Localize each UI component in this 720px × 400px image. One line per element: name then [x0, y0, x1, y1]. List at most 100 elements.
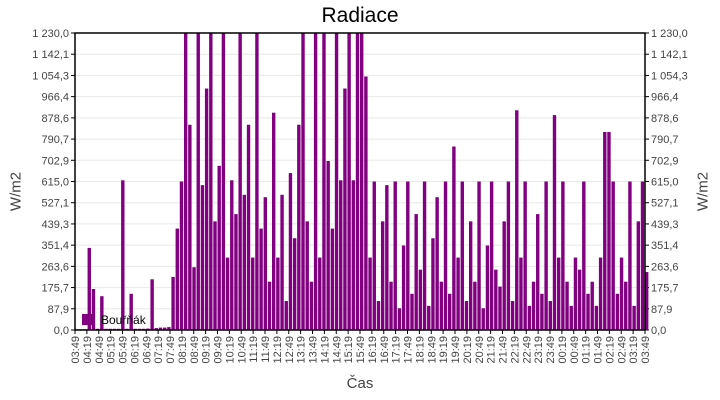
data-bar: [590, 281, 594, 330]
data-bar: [238, 33, 242, 330]
x-tick-label: 18:19: [414, 336, 426, 364]
data-bar: [209, 33, 213, 330]
data-bar: [276, 257, 280, 330]
data-bar: [582, 181, 586, 330]
y-tick-label-left: 263,6: [41, 261, 69, 273]
data-bar: [355, 33, 360, 330]
data-bar: [502, 221, 506, 330]
data-bar: [305, 221, 309, 330]
y-tick-label-left: 351,4: [41, 240, 69, 252]
data-bar: [397, 308, 402, 330]
data-bar: [121, 180, 125, 330]
data-bar: [531, 281, 536, 330]
data-bar: [225, 257, 230, 330]
data-bar: [343, 88, 347, 330]
data-bar: [410, 293, 414, 330]
x-tick-label: 16:49: [379, 336, 391, 364]
data-bar: [360, 33, 364, 330]
data-bar: [494, 269, 498, 330]
data-bar: [376, 301, 381, 330]
x-tick-label: 09:19: [201, 336, 213, 364]
data-bar: [645, 272, 649, 330]
x-tick-label: 06:49: [141, 336, 153, 364]
y-tick-label-left: 527,1: [41, 198, 69, 210]
y-tick-label-left: 1 142,1: [32, 49, 69, 61]
y-tick-label-left: 0,0: [54, 325, 69, 337]
y-tick-label-left: 966,4: [41, 92, 69, 104]
data-bar: [573, 257, 578, 330]
data-bar: [288, 173, 293, 330]
x-tick-label: 21:19: [486, 336, 498, 364]
data-bar: [271, 112, 276, 331]
data-bar: [540, 293, 544, 330]
data-bar: [607, 132, 611, 330]
data-bar: [267, 281, 272, 330]
data-bar: [91, 288, 96, 330]
data-bar: [158, 327, 163, 330]
chart-title: Radiace: [321, 4, 399, 27]
data-bar: [204, 88, 209, 330]
x-tick-label: 08:49: [189, 336, 201, 364]
data-bar: [452, 146, 456, 330]
x-tick-label: 07:19: [153, 336, 165, 364]
y-tick-label-left: 1 230,0: [32, 28, 69, 40]
data-bar: [221, 33, 226, 330]
data-bar: [389, 281, 393, 330]
data-bar: [259, 228, 263, 330]
data-bar: [598, 257, 603, 330]
x-tick-label: 00:19: [557, 336, 569, 364]
data-bar: [548, 301, 552, 330]
x-tick-label: 12:49: [284, 336, 296, 364]
y-tick-label-right: 439,3: [651, 219, 679, 231]
data-bar: [87, 247, 91, 330]
data-bar: [624, 281, 628, 330]
y-tick-label-right: 878,6: [651, 113, 679, 125]
data-bar: [640, 181, 645, 330]
y-tick-label-right: 0,0: [651, 325, 666, 337]
data-bar: [523, 181, 527, 330]
x-tick-label: 03:49: [70, 336, 82, 364]
data-bar: [477, 181, 481, 330]
x-tick-label: 12:19: [272, 336, 284, 364]
x-tick-label: 08:19: [177, 336, 189, 364]
data-bar: [401, 245, 406, 330]
x-tick-label: 18:49: [426, 336, 438, 364]
y-tick-label-left: 439,3: [41, 219, 69, 231]
data-bar: [351, 180, 356, 330]
data-bar: [309, 281, 314, 330]
data-bar: [443, 181, 448, 330]
x-tick-label: 06:19: [129, 336, 141, 364]
x-tick-label: 00:49: [569, 336, 581, 364]
data-bar: [427, 305, 431, 330]
data-bar: [292, 238, 297, 330]
data-bar: [460, 181, 464, 330]
x-tick-label: 05:49: [118, 336, 130, 364]
data-bar: [150, 279, 154, 330]
data-bar: [183, 33, 188, 330]
data-bar: [255, 33, 259, 330]
data-bar: [611, 181, 615, 330]
data-bar: [448, 293, 452, 330]
data-bar: [230, 180, 234, 330]
y-tick-label-left: 1 054,3: [32, 70, 69, 82]
data-bar: [347, 33, 351, 330]
data-bar: [586, 293, 590, 330]
data-bar: [498, 286, 502, 330]
x-tick-label: 02:49: [616, 336, 628, 364]
data-bar: [167, 327, 171, 330]
y-tick-label-left: 615,0: [41, 177, 69, 189]
y-tick-label-right: 1 054,3: [651, 70, 688, 82]
data-bar: [372, 181, 376, 330]
x-tick-label: 11:49: [260, 336, 272, 363]
data-bar: [179, 181, 184, 330]
data-bar: [129, 293, 133, 330]
x-tick-label: 03:49: [640, 336, 652, 364]
data-bar: [213, 221, 217, 330]
x-tick-label: 14:19: [319, 336, 331, 364]
data-bar: [339, 180, 343, 330]
data-bar: [556, 257, 561, 330]
data-bar: [615, 293, 620, 330]
data-bar: [385, 185, 389, 330]
data-bar: [163, 327, 167, 330]
